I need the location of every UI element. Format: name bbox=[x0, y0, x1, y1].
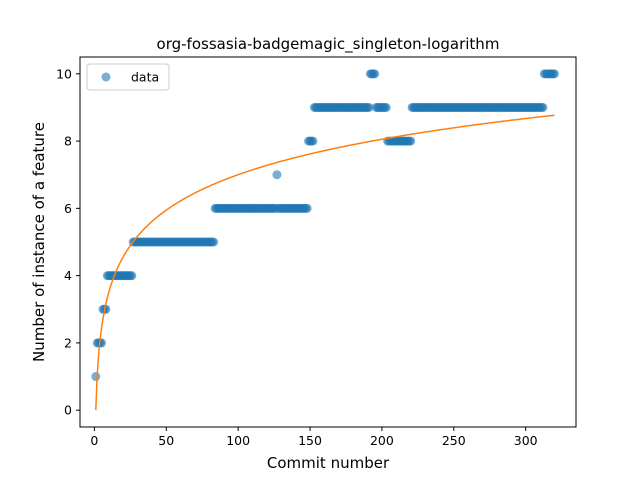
data-point bbox=[97, 338, 107, 348]
data-point bbox=[308, 136, 318, 146]
y-tick-label: 6 bbox=[64, 201, 72, 216]
data-point bbox=[209, 237, 219, 247]
data-point bbox=[370, 69, 380, 79]
y-tick-label: 2 bbox=[64, 335, 72, 350]
legend-box bbox=[86, 63, 170, 91]
data-point bbox=[91, 372, 101, 382]
data-point bbox=[406, 136, 416, 146]
x-tick-label: 50 bbox=[158, 433, 174, 448]
chart-title: org-fossasia-badgemagic_singleton-logari… bbox=[157, 35, 500, 54]
y-ticks: 0 2 4 6 8 10 bbox=[56, 66, 80, 418]
y-axis-label: Number of instance of a feature bbox=[30, 122, 48, 362]
data-point bbox=[381, 102, 391, 112]
legend-marker bbox=[101, 72, 111, 82]
x-axis-label: Commit number bbox=[267, 454, 390, 472]
axes-frame bbox=[79, 56, 577, 428]
data-point bbox=[127, 271, 137, 281]
fit-curve-layer bbox=[95, 114, 555, 411]
y-tick-label: 10 bbox=[56, 66, 72, 81]
data-point bbox=[538, 102, 548, 112]
x-tick-label: 250 bbox=[442, 433, 466, 448]
x-ticks: 0 50 100 150 200 250 300 bbox=[90, 427, 538, 448]
x-tick-label: 300 bbox=[514, 433, 538, 448]
data-point bbox=[364, 102, 374, 112]
data-point bbox=[302, 203, 312, 213]
y-tick-label: 4 bbox=[64, 268, 72, 283]
fit-curve bbox=[95, 114, 555, 411]
y-tick-label: 0 bbox=[64, 403, 72, 418]
x-tick-label: 100 bbox=[226, 433, 250, 448]
legend: data bbox=[86, 63, 170, 91]
data-points bbox=[91, 69, 559, 382]
x-tick-label: 0 bbox=[90, 433, 98, 448]
data-point bbox=[549, 69, 559, 79]
legend-label-data: data bbox=[131, 70, 159, 85]
data-point bbox=[272, 170, 282, 180]
x-tick-label: 200 bbox=[370, 433, 394, 448]
y-tick-label: 8 bbox=[64, 134, 72, 149]
x-tick-label: 150 bbox=[298, 433, 322, 448]
